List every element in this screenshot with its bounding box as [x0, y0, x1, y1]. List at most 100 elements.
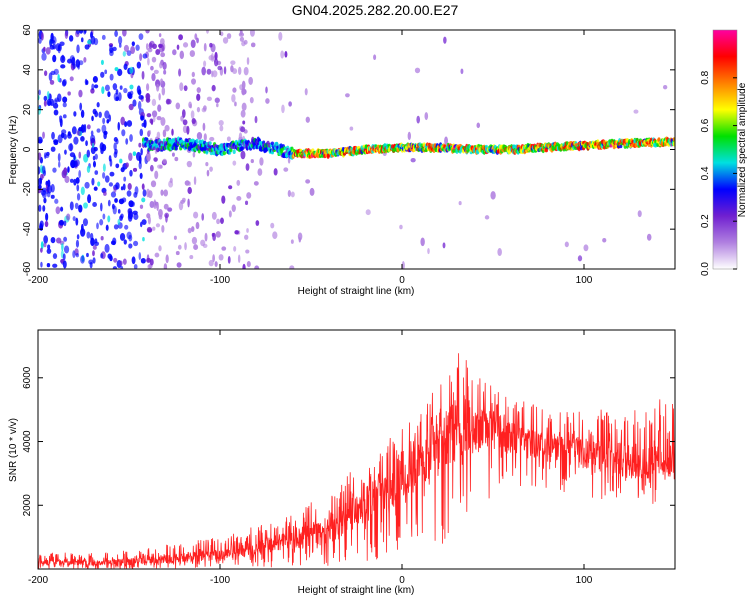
noise-speckle — [373, 54, 377, 61]
noise-speckle — [43, 169, 47, 177]
noise-speckle — [68, 35, 74, 42]
noise-speckle — [193, 211, 199, 219]
noise-speckle — [190, 39, 196, 49]
noise-speckle — [182, 109, 186, 118]
noise-speckle — [155, 223, 161, 228]
noise-speckle — [176, 262, 182, 268]
noise-speckle — [284, 51, 288, 58]
x-tick-label: 0 — [399, 575, 405, 586]
noise-speckle — [149, 164, 154, 172]
noise-speckle — [160, 52, 166, 58]
noise-speckle — [239, 30, 243, 36]
noise-speckle — [138, 142, 142, 148]
noise-speckle — [141, 219, 147, 225]
noise-speckle — [490, 191, 496, 200]
noise-speckle — [122, 258, 127, 265]
ridge-cell — [208, 141, 212, 146]
noise-speckle — [46, 184, 53, 194]
noise-speckle — [220, 217, 224, 224]
noise-speckle — [145, 43, 149, 51]
noise-speckle — [206, 68, 212, 75]
noise-speckle — [113, 186, 117, 193]
noise-speckle — [178, 68, 182, 77]
noise-speckle — [59, 115, 63, 121]
noise-speckle — [138, 94, 144, 100]
noise-speckle — [63, 236, 68, 242]
noise-speckle — [226, 136, 231, 142]
noise-speckle — [47, 244, 51, 250]
noise-speckle — [265, 98, 270, 104]
noise-speckle — [458, 200, 462, 206]
noise-speckle — [175, 102, 181, 110]
noise-speckle — [102, 172, 106, 179]
noise-speckle — [114, 198, 118, 203]
colorbar-ticks: 0.0 0.2 0.4 0.6 0.8 — [700, 70, 737, 276]
noise-speckle — [45, 151, 50, 156]
noise-speckle — [153, 157, 158, 162]
noise-speckle — [117, 121, 120, 131]
noise-speckle — [161, 86, 166, 96]
noise-speckle — [114, 148, 118, 155]
noise-speckle — [290, 191, 295, 198]
noise-speckle — [55, 206, 61, 215]
noise-speckle — [244, 234, 249, 240]
noise-speckle — [420, 237, 425, 247]
noise-speckle — [158, 33, 162, 38]
noise-speckle — [78, 89, 83, 98]
noise-speckle — [132, 151, 137, 156]
noise-speckle — [151, 72, 156, 82]
noise-speckle — [137, 100, 142, 110]
noise-speckle — [241, 41, 246, 47]
noise-speckle — [399, 224, 403, 230]
noise-speckle — [216, 103, 219, 108]
noise-speckle — [248, 76, 253, 85]
noise-speckle — [112, 83, 118, 91]
noise-speckle — [227, 256, 231, 264]
noise-speckle — [107, 91, 111, 98]
noise-speckle — [82, 218, 89, 227]
noise-speckle — [270, 222, 275, 229]
noise-speckle — [192, 151, 196, 158]
ridge-cell — [195, 138, 199, 144]
noise-speckle — [104, 243, 110, 253]
noise-speckle — [90, 31, 93, 39]
noise-speckle — [187, 227, 192, 234]
noise-speckle — [53, 140, 59, 146]
noise-speckle — [221, 246, 227, 251]
noise-speckle — [158, 245, 162, 252]
noise-speckle — [228, 210, 232, 218]
noise-speckle — [41, 187, 47, 192]
x-tick-label: -200 — [28, 575, 48, 586]
noise-speckle — [237, 66, 242, 76]
noise-speckle — [142, 237, 145, 242]
noise-speckle — [91, 177, 95, 186]
noise-speckle — [78, 126, 83, 132]
noise-speckle — [179, 82, 184, 92]
noise-speckle — [80, 136, 85, 142]
noise-speckle — [104, 84, 110, 92]
noise-speckle — [237, 254, 241, 263]
noise-speckle — [141, 70, 145, 80]
noise-speckle — [234, 101, 237, 107]
noise-speckle — [254, 115, 258, 124]
noise-speckle — [206, 96, 212, 102]
noise-speckle — [365, 209, 371, 216]
noise-speckle — [602, 237, 607, 243]
noise-speckle — [115, 163, 120, 169]
noise-speckle — [287, 157, 291, 164]
ridge-cell — [275, 141, 279, 147]
noise-speckle — [120, 186, 124, 191]
noise-speckle — [633, 109, 639, 114]
noise-speckle — [92, 108, 97, 115]
noise-speckle — [146, 153, 151, 162]
noise-speckle — [172, 49, 177, 56]
noise-speckle — [123, 63, 128, 70]
noise-speckle — [57, 74, 60, 82]
noise-speckle — [182, 42, 189, 48]
noise-speckle — [189, 255, 194, 260]
noise-speckle — [75, 59, 81, 68]
noise-speckle — [187, 198, 190, 208]
colorbar-tick-label: 0.6 — [700, 118, 711, 132]
noise-speckle — [212, 254, 215, 263]
